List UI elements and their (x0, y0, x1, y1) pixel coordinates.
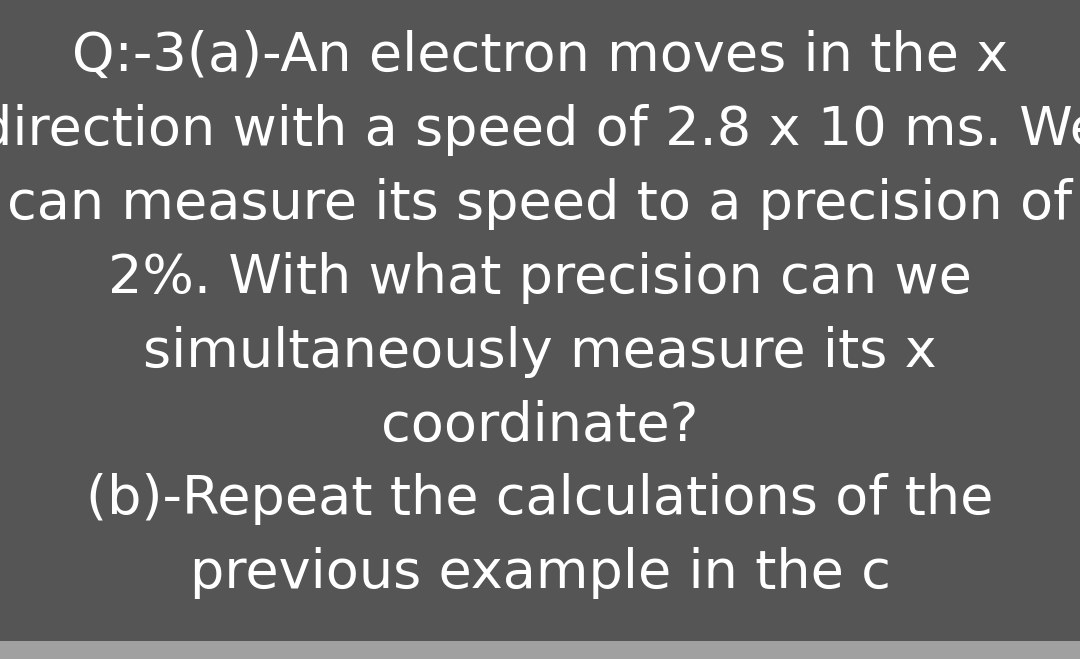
Text: previous example in the c: previous example in the c (190, 548, 890, 599)
Text: simultaneously measure its x: simultaneously measure its x (144, 326, 936, 378)
Text: (b)-Repeat the calculations of the: (b)-Repeat the calculations of the (86, 473, 994, 525)
Text: can measure its speed to a precision of: can measure its speed to a precision of (8, 178, 1072, 230)
Text: direction with a speed of 2.8 x 10 ms. We: direction with a speed of 2.8 x 10 ms. W… (0, 104, 1080, 156)
Text: 2%. With what precision can we: 2%. With what precision can we (108, 252, 972, 304)
Bar (0, 641, 1080, 659)
Text: coordinate?: coordinate? (381, 399, 699, 451)
Text: Q:-3(a)-An electron moves in the x: Q:-3(a)-An electron moves in the x (72, 30, 1008, 82)
